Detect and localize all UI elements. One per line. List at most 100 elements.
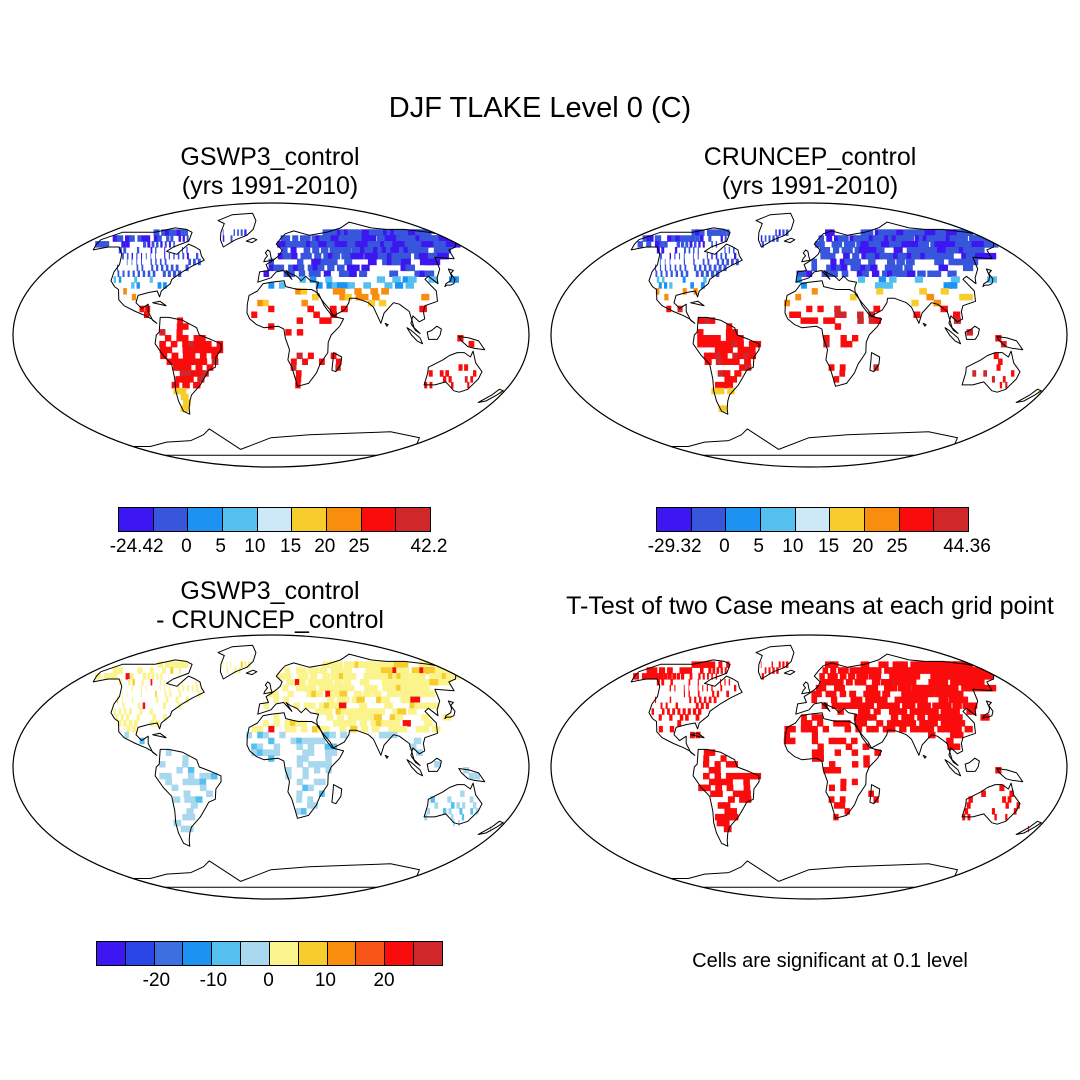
grid-cell bbox=[722, 819, 730, 827]
grid-cell bbox=[910, 725, 918, 733]
grid-cell bbox=[863, 761, 870, 768]
colorbar-swatch bbox=[292, 508, 328, 531]
grid-cell bbox=[697, 690, 700, 698]
grid-cell bbox=[378, 299, 387, 307]
grid-cell bbox=[356, 708, 364, 715]
grid-cell bbox=[684, 264, 687, 272]
grid-cell bbox=[865, 684, 874, 692]
grid-cell bbox=[193, 778, 201, 786]
grid-cell bbox=[407, 708, 417, 715]
grid-cell bbox=[193, 340, 201, 348]
grid-cell bbox=[737, 346, 745, 354]
grid-cell bbox=[682, 288, 687, 295]
grid-cell bbox=[945, 708, 955, 715]
grid-cell bbox=[676, 241, 681, 248]
grid-cell bbox=[416, 247, 429, 254]
grid-cell bbox=[835, 241, 843, 248]
grid-cell bbox=[95, 673, 101, 680]
grid-cell bbox=[426, 808, 431, 815]
grid-cell bbox=[884, 252, 893, 260]
grid-cell bbox=[199, 772, 206, 780]
grid-cell bbox=[388, 725, 397, 733]
grid-cell bbox=[715, 790, 723, 797]
grid-cell bbox=[716, 667, 720, 674]
grid-cell bbox=[683, 690, 685, 698]
grid-cell bbox=[179, 370, 187, 377]
grid-cell bbox=[720, 235, 723, 242]
grid-cell bbox=[689, 673, 693, 680]
grid-cell bbox=[161, 229, 167, 236]
grid-cell bbox=[726, 661, 730, 668]
grid-cell bbox=[996, 364, 1001, 371]
grid-cell bbox=[669, 696, 672, 704]
grid-cell bbox=[125, 235, 131, 242]
grid-cell bbox=[708, 335, 716, 342]
grid-cell bbox=[330, 743, 337, 750]
grid-cell bbox=[165, 749, 172, 756]
grid-cell bbox=[811, 714, 818, 721]
grid-cell bbox=[714, 772, 722, 780]
grid-cell bbox=[423, 235, 439, 242]
grid-cell bbox=[279, 731, 286, 739]
grid-cell bbox=[904, 264, 913, 272]
grid-cell bbox=[734, 370, 742, 377]
coastline bbox=[783, 669, 796, 676]
grid-cell bbox=[840, 784, 847, 792]
grid-cell bbox=[141, 258, 142, 266]
colorbar-tick-label: 10 bbox=[782, 536, 804, 557]
coastline bbox=[384, 322, 389, 327]
grid-cell bbox=[889, 264, 898, 272]
grid-cell bbox=[418, 252, 430, 260]
grid-cell bbox=[370, 288, 379, 295]
grid-cell bbox=[928, 679, 940, 686]
grid-cell bbox=[768, 667, 771, 674]
grid-cell bbox=[473, 802, 477, 809]
grid-cell bbox=[871, 679, 880, 686]
grid-cell bbox=[386, 720, 395, 727]
grid-cell bbox=[312, 247, 320, 254]
grid-cell bbox=[412, 679, 424, 686]
grid-cell bbox=[268, 725, 275, 733]
grid-cell bbox=[846, 702, 854, 709]
grid-cell bbox=[381, 696, 390, 704]
grid-cell bbox=[675, 235, 681, 242]
grid-cell bbox=[876, 288, 884, 295]
grid-cell bbox=[845, 743, 853, 750]
coastline bbox=[92, 227, 205, 324]
grid-cell bbox=[731, 813, 739, 821]
grid-cell bbox=[703, 317, 710, 324]
grid-cell bbox=[195, 679, 197, 686]
grid-cell bbox=[683, 667, 689, 674]
grid-cell bbox=[695, 270, 699, 277]
grid-cell bbox=[864, 714, 872, 721]
grid-cell bbox=[917, 702, 926, 709]
grid-cell bbox=[393, 661, 409, 668]
grid-cell bbox=[711, 387, 720, 395]
grid-cell bbox=[723, 802, 731, 809]
grid-cell bbox=[994, 813, 997, 821]
grid-cell bbox=[125, 241, 130, 248]
grid-cell bbox=[285, 767, 292, 774]
grid-cell bbox=[974, 252, 987, 260]
grid-cell bbox=[971, 247, 985, 254]
grid-cell bbox=[873, 708, 881, 715]
grid-cell bbox=[320, 679, 329, 686]
grid-cell bbox=[432, 725, 441, 733]
grid-cell bbox=[697, 340, 704, 348]
grid-cell bbox=[911, 247, 921, 254]
grid-cell bbox=[893, 252, 902, 260]
grid-cell bbox=[870, 264, 878, 272]
grid-cell bbox=[897, 270, 906, 277]
grid-cell bbox=[927, 270, 937, 277]
grid-cell bbox=[126, 258, 128, 266]
grid-cell bbox=[286, 252, 293, 260]
grid-cell bbox=[338, 247, 347, 254]
grid-cell bbox=[934, 241, 947, 248]
grid-cell bbox=[872, 667, 882, 674]
grid-cell bbox=[828, 679, 835, 686]
grid-cell bbox=[178, 235, 182, 242]
grid-cell bbox=[907, 270, 916, 277]
coastline bbox=[630, 227, 743, 324]
grid-cell bbox=[887, 702, 895, 709]
grid-cell bbox=[934, 235, 948, 242]
